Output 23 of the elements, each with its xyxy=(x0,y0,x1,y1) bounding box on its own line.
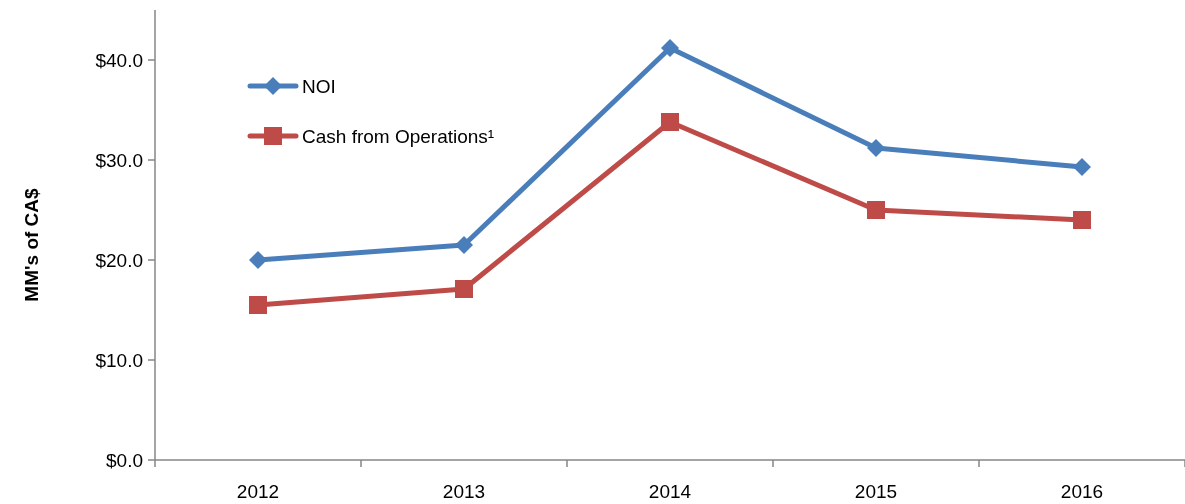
point xyxy=(1073,211,1091,229)
legend-label: NOI xyxy=(302,75,336,97)
y-axis-title: MM's of CA$ xyxy=(21,187,42,302)
x-tick-label: 2015 xyxy=(854,481,898,502)
point xyxy=(249,296,267,314)
point xyxy=(661,39,679,57)
x-tick-label: 2013 xyxy=(442,481,486,502)
x-tick-label: 2016 xyxy=(1060,481,1104,502)
legend-label: Cash from Operations¹ xyxy=(302,125,495,147)
y-tick-label: $10.0 xyxy=(95,349,143,371)
point xyxy=(661,113,679,131)
y-tick-label: $20.0 xyxy=(95,249,143,271)
point xyxy=(1073,158,1091,176)
point xyxy=(867,139,885,157)
point xyxy=(455,280,473,298)
point xyxy=(249,251,267,269)
x-tick-label: 2012 xyxy=(236,481,280,502)
x-tick-label: 2014 xyxy=(648,481,692,502)
y-tick-label: $40.0 xyxy=(95,49,143,71)
point xyxy=(867,201,885,219)
point xyxy=(455,236,473,254)
y-tick-label: $30.0 xyxy=(95,149,143,171)
y-tick-label: $0.0 xyxy=(106,449,143,471)
